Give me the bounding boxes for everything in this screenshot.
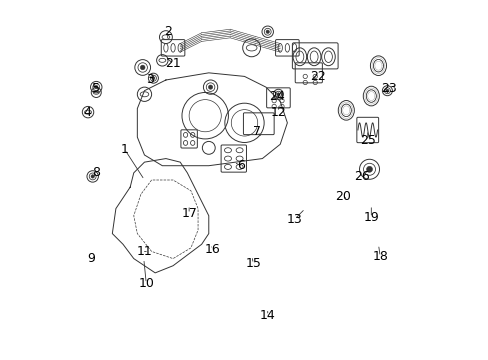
Text: 4: 4 — [83, 105, 91, 119]
Text: 23: 23 — [381, 82, 396, 95]
Text: 24: 24 — [268, 90, 284, 103]
Text: 18: 18 — [371, 250, 387, 263]
Text: 14: 14 — [259, 309, 275, 322]
Text: 20: 20 — [334, 190, 350, 203]
Text: 12: 12 — [270, 105, 286, 119]
Text: 5: 5 — [92, 82, 100, 95]
Circle shape — [94, 85, 98, 89]
Circle shape — [152, 77, 155, 80]
Text: 22: 22 — [309, 70, 325, 83]
Circle shape — [366, 166, 372, 172]
Text: 11: 11 — [136, 245, 152, 258]
Circle shape — [208, 85, 212, 89]
Circle shape — [276, 93, 279, 96]
Text: 15: 15 — [245, 257, 261, 270]
Text: 13: 13 — [286, 213, 302, 226]
Text: 17: 17 — [181, 207, 197, 220]
Text: 9: 9 — [87, 252, 95, 265]
Text: 3: 3 — [145, 73, 153, 86]
Circle shape — [385, 89, 388, 92]
Text: 8: 8 — [92, 166, 100, 179]
Text: 2: 2 — [163, 25, 171, 38]
Text: 10: 10 — [138, 277, 154, 290]
Text: 16: 16 — [204, 243, 220, 256]
Circle shape — [91, 175, 94, 178]
Circle shape — [140, 65, 145, 70]
Text: 6: 6 — [237, 159, 244, 172]
Text: 19: 19 — [363, 211, 378, 224]
Text: 1: 1 — [121, 143, 128, 156]
Text: 25: 25 — [359, 134, 375, 147]
Text: 21: 21 — [165, 57, 181, 71]
Circle shape — [265, 30, 269, 33]
Text: 7: 7 — [252, 125, 261, 138]
Text: 26: 26 — [354, 170, 369, 183]
